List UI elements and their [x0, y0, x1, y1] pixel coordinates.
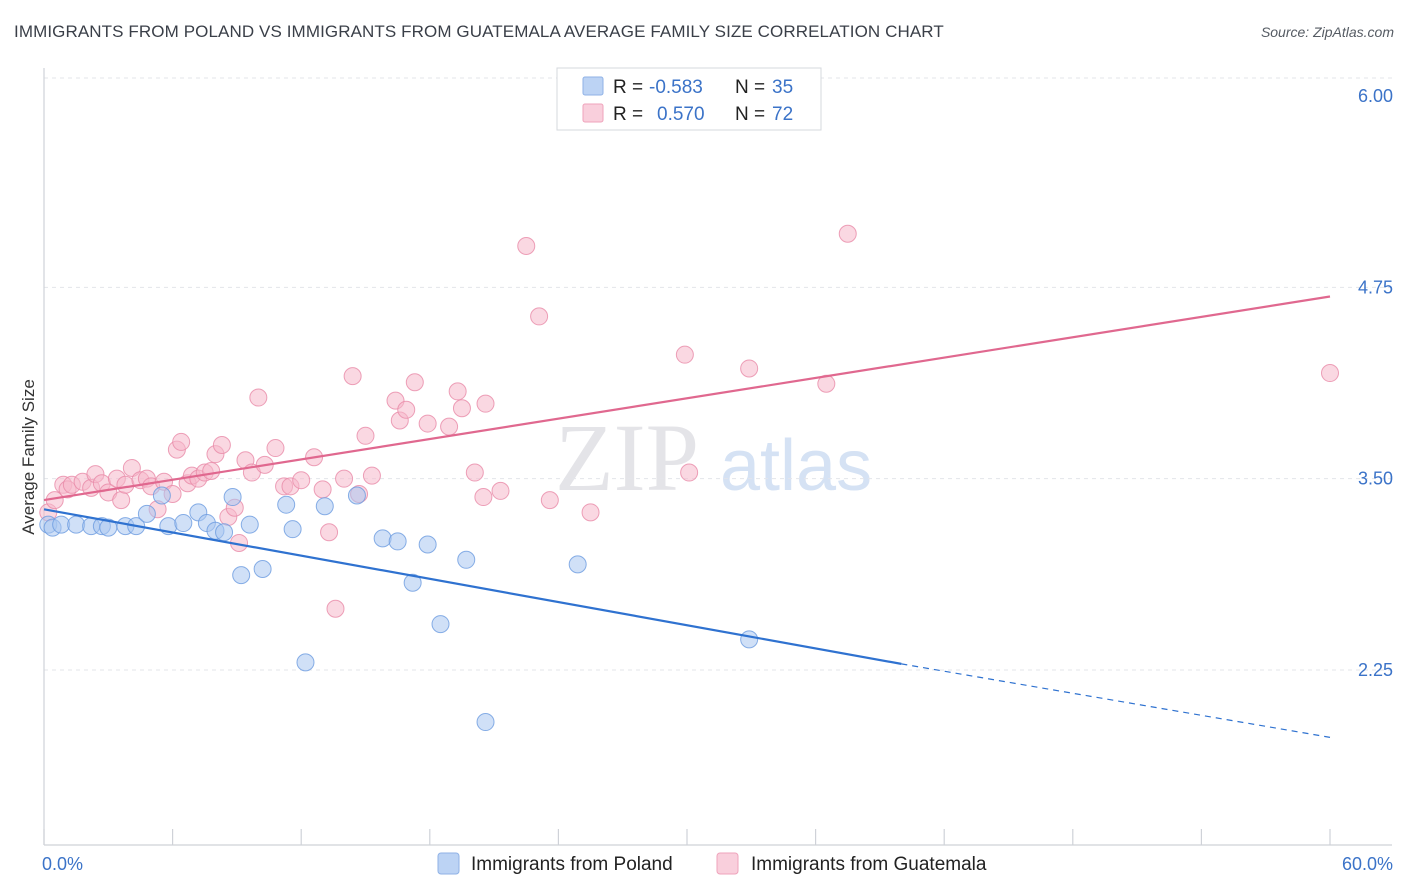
poland-point	[253, 559, 272, 578]
guatemala-point	[540, 491, 559, 510]
watermark-atlas: atlas	[720, 426, 872, 506]
poland-point	[283, 520, 302, 539]
guatemala-point	[356, 426, 375, 445]
guatemala-point	[491, 481, 510, 500]
bottom-legend-swatch-poland	[437, 852, 460, 875]
guatemala-point	[292, 471, 311, 490]
guatemala-point	[362, 466, 381, 485]
poland-point	[67, 515, 86, 534]
guatemala-point	[335, 469, 354, 488]
guatemala-trend-line	[43, 295, 1331, 502]
legend-r-label-guatemala: R =	[613, 104, 643, 125]
poland-point	[277, 495, 296, 514]
guatemala-point	[172, 432, 191, 451]
poland-point	[388, 532, 407, 551]
poland-point	[373, 529, 392, 548]
legend-n-value-guatemala: 72	[772, 104, 793, 125]
legend-r-value-poland: -0.583	[649, 77, 703, 98]
axes	[43, 68, 1392, 846]
guatemala-point	[675, 345, 694, 364]
guatemala-point	[343, 367, 362, 386]
guatemala-point	[418, 414, 437, 433]
y-tick-label: 4.75	[1358, 277, 1393, 297]
poland-point	[403, 573, 422, 592]
y-tick-label: 2.25	[1358, 660, 1393, 680]
guatemala-point	[581, 503, 600, 522]
poland-point	[431, 615, 450, 634]
guatemala-point	[266, 439, 285, 458]
guatemala-point	[465, 463, 484, 482]
poland-point	[457, 550, 476, 569]
guatemala-point	[680, 463, 699, 482]
chart-title: IMMIGRANTS FROM POLAND VS IMMIGRANTS FRO…	[14, 22, 944, 41]
legend-swatch-poland	[582, 76, 604, 96]
guatemala-point	[202, 462, 221, 481]
y-tick-label: 3.50	[1358, 469, 1393, 489]
bottom-legend-swatch-guatemala	[716, 852, 739, 875]
poland-point	[52, 515, 71, 534]
guatemala-point	[452, 399, 471, 418]
y-tick-label: 6.00	[1358, 86, 1393, 106]
legend-swatch-guatemala	[582, 103, 604, 123]
guatemala-point	[326, 599, 345, 618]
guatemala-point	[530, 307, 549, 326]
legend-n-label-poland: N =	[735, 77, 765, 98]
legend-r-label-poland: R =	[613, 77, 643, 98]
guatemala-point	[112, 491, 131, 510]
poland-point	[174, 514, 193, 533]
poland-point	[418, 535, 437, 554]
y-tick-labels: 2.25 3.50 4.75 6.00	[1358, 86, 1393, 680]
guatemala-point	[116, 475, 135, 494]
guatemala-point	[212, 435, 231, 454]
trend-lines	[43, 295, 1331, 738]
y-axis-title: Average Family Size	[19, 379, 38, 535]
x-tick-label-max: 60.0%	[1342, 854, 1393, 874]
guatemala-point	[448, 382, 467, 401]
x-tick-label-min: 0.0%	[42, 854, 83, 874]
poland-trend-line	[43, 508, 902, 665]
poland-points	[39, 486, 759, 732]
guatemala-point	[517, 237, 536, 256]
guatemala-point	[320, 523, 339, 542]
legend-n-label-guatemala: N =	[735, 104, 765, 125]
guatemala-point	[1321, 364, 1339, 383]
guatemala-point	[249, 388, 268, 407]
guatemala-point	[838, 224, 857, 243]
series-legend: Immigrants from Poland Immigrants from G…	[437, 852, 987, 875]
guatemala-point	[122, 458, 141, 477]
guatemala-point	[474, 488, 493, 507]
poland-point	[232, 566, 251, 585]
poland-point	[137, 504, 156, 523]
source-credit: Source: ZipAtlas.com	[1260, 24, 1394, 40]
guatemala-point	[405, 373, 424, 392]
correlation-legend: R = -0.583 N = 35 R = 0.570 N = 72	[556, 67, 822, 131]
bottom-legend-label-guatemala: Immigrants from Guatemala	[751, 854, 987, 875]
poland-point	[476, 713, 495, 732]
poland-point	[740, 630, 759, 649]
poland-point	[223, 488, 242, 507]
guatemala-point	[476, 394, 495, 413]
legend-r-value-guatemala: 0.570	[657, 104, 705, 125]
poland-point	[315, 497, 334, 516]
legend-n-value-poland: 35	[772, 77, 793, 98]
x-ticks	[43, 829, 1331, 845]
poland-trend-extension	[901, 663, 1331, 738]
poland-point	[152, 486, 171, 505]
guatemala-point	[313, 480, 332, 499]
guatemala-point	[740, 359, 759, 378]
poland-point	[347, 486, 366, 505]
poland-point	[568, 555, 587, 574]
watermark-zip: ZIP	[555, 404, 699, 511]
poland-point	[296, 653, 315, 672]
poland-point	[215, 523, 234, 542]
bottom-legend-label-poland: Immigrants from Poland	[471, 854, 673, 875]
poland-point	[240, 515, 259, 534]
guatemala-point	[397, 400, 416, 419]
guatemala-point	[440, 417, 459, 436]
